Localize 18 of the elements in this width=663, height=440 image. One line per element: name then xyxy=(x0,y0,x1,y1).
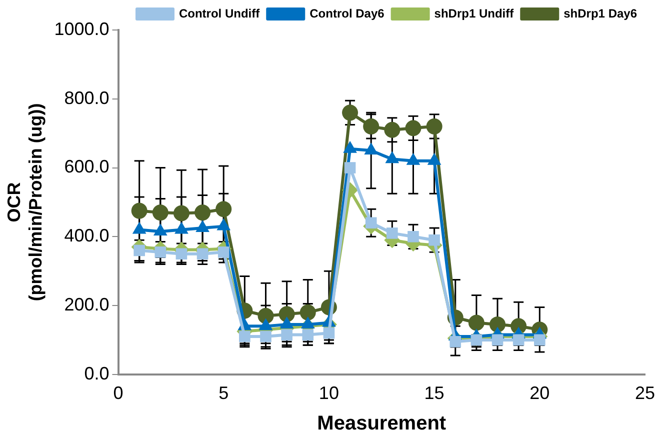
x-tick-label: 5 xyxy=(218,383,229,404)
y-tick-label: 400.0 xyxy=(64,226,110,246)
y-tick-label: 200.0 xyxy=(64,294,110,314)
x-axis-title: Measurement xyxy=(317,412,446,435)
y-tick-label: 800.0 xyxy=(64,88,110,108)
x-tick-label: 0 xyxy=(113,383,124,404)
legend-label: Control Day6 xyxy=(310,6,385,20)
x-tick-label: 15 xyxy=(424,383,444,404)
y-tick-label: 600.0 xyxy=(64,156,110,177)
y-tick-label: 0.0 xyxy=(84,363,110,384)
x-tick-label: 10 xyxy=(318,383,339,404)
legend-label: shDrp1 Day6 xyxy=(564,6,638,20)
x-tick-label: 25 xyxy=(634,383,656,404)
legend-label: shDrp1 Undiff xyxy=(434,6,515,20)
x-tick-label: 20 xyxy=(530,383,550,404)
y-axis-title: OCR (pmol/min/Protein (ug)) xyxy=(4,103,46,302)
y-tick-label: 1000.0 xyxy=(54,18,110,39)
legend-label: Control Undiff xyxy=(178,6,261,20)
